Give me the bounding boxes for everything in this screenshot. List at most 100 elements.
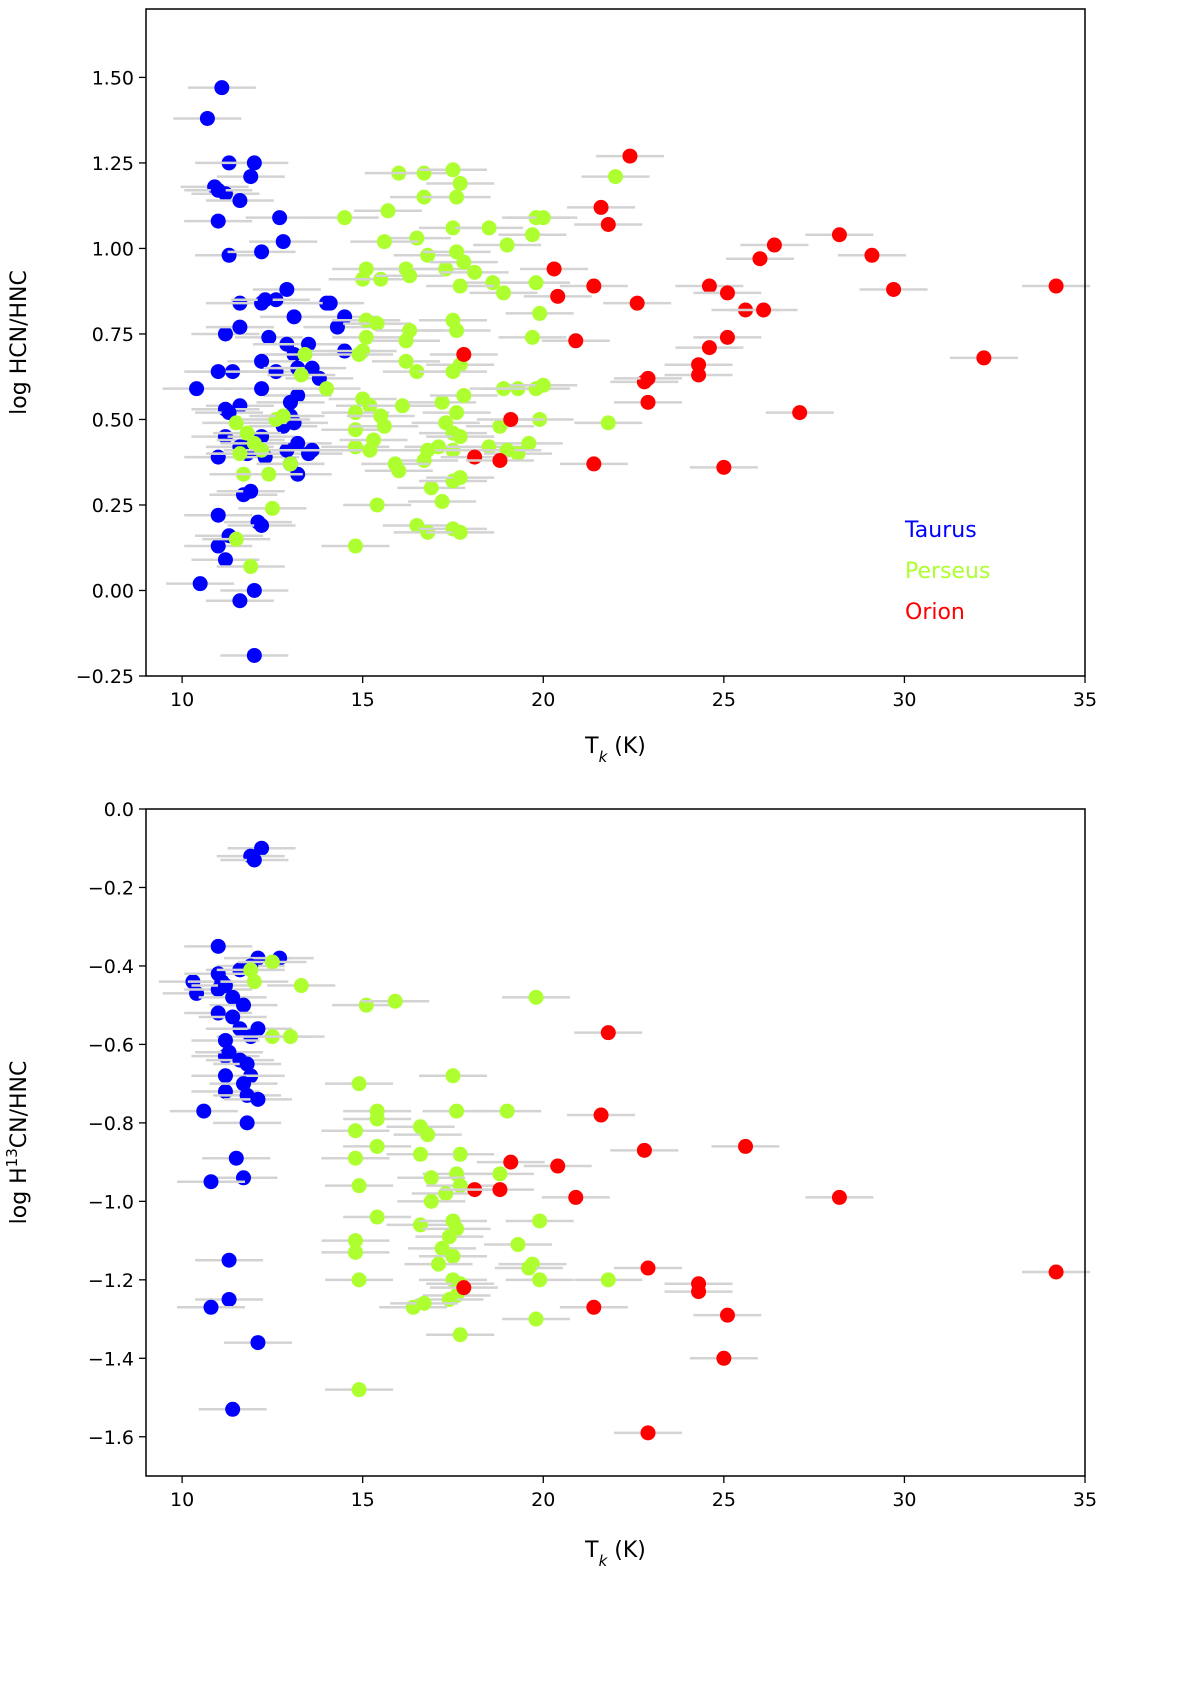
data-point	[228, 415, 244, 431]
y-tick-label: −0.25	[76, 666, 134, 688]
data-point	[254, 353, 270, 369]
y-tick-label: 0.25	[92, 495, 134, 517]
y-tick-label: −0.6	[88, 1034, 134, 1056]
y-tick-label: 1.00	[92, 238, 134, 260]
data-point	[412, 1146, 428, 1162]
data-point	[524, 227, 540, 243]
data-point	[499, 237, 515, 253]
legend-entry-perseus: Perseus	[905, 559, 990, 584]
x-tick-label: 30	[892, 1489, 916, 1511]
data-point	[369, 1111, 385, 1127]
data-point	[210, 507, 226, 523]
series-perseus	[202, 162, 650, 575]
data-point	[449, 189, 465, 205]
data-point	[485, 275, 501, 291]
data-point	[449, 405, 465, 421]
data-point	[225, 989, 241, 1005]
data-point	[232, 593, 248, 609]
data-point	[351, 1272, 367, 1288]
data-point	[210, 1005, 226, 1021]
series-taurus	[158, 840, 314, 1417]
data-point	[499, 1103, 515, 1119]
data-point	[467, 449, 483, 465]
x-tick-label: 10	[170, 1489, 194, 1511]
x-tick-label: 25	[712, 689, 736, 711]
legend-entry-taurus: Taurus	[904, 518, 977, 543]
series-orion	[429, 1025, 1091, 1441]
data-point	[376, 234, 392, 250]
data-point	[210, 364, 226, 380]
x-tick-label: 15	[351, 689, 375, 711]
data-point	[236, 1076, 252, 1092]
data-point	[272, 210, 288, 226]
data-point	[532, 1272, 548, 1288]
data-point	[297, 346, 313, 362]
data-point	[701, 340, 717, 356]
data-point	[290, 435, 306, 451]
data-point	[438, 1186, 454, 1202]
data-point	[452, 470, 468, 486]
x-tick-label: 30	[892, 689, 916, 711]
data-point	[337, 210, 353, 226]
data-point	[214, 80, 230, 96]
data-point	[423, 480, 439, 496]
data-point	[568, 333, 584, 349]
data-point	[445, 364, 461, 380]
data-point	[568, 1189, 584, 1205]
data-point	[503, 411, 519, 427]
data-point	[629, 295, 645, 311]
axes-frame	[145, 8, 1086, 677]
data-point	[593, 199, 609, 215]
data-point	[438, 261, 454, 277]
data-point	[524, 329, 540, 345]
data-point	[203, 1174, 219, 1190]
data-point	[550, 288, 566, 304]
series-perseus	[216, 954, 643, 1398]
data-point	[236, 1170, 252, 1186]
data-point	[792, 405, 808, 421]
data-point	[766, 237, 782, 253]
data-point	[203, 1299, 219, 1315]
data-point	[250, 1335, 266, 1351]
data-point	[246, 647, 262, 663]
y-tick-label: 0.0	[104, 799, 134, 821]
data-point	[521, 435, 537, 451]
data-points	[158, 840, 1091, 1441]
data-point	[347, 405, 363, 421]
chart-panel-1: 10 15 20 25 30 35 −0.25 0.00 0.25 0.50 0.75 1.00 1.2…	[7, 8, 1097, 766]
data-point	[452, 1327, 468, 1343]
data-point	[210, 449, 226, 465]
axes-frame	[145, 808, 1086, 1477]
data-point	[236, 997, 252, 1013]
data-point	[503, 1154, 519, 1170]
data-point	[528, 1311, 544, 1327]
data-point	[210, 213, 226, 229]
data-point	[394, 398, 410, 414]
x-tick-label: 15	[351, 1489, 375, 1511]
data-point	[329, 319, 345, 335]
y-tick-label: 1.25	[92, 153, 134, 175]
data-point	[387, 993, 403, 1009]
data-point	[600, 1025, 616, 1041]
data-point	[232, 319, 248, 335]
data-point	[691, 1284, 707, 1300]
data-point	[640, 394, 656, 410]
data-point	[261, 466, 277, 482]
data-point	[239, 1115, 255, 1131]
data-point	[264, 954, 280, 970]
y-axis-label: log HCN/HNC	[7, 270, 32, 415]
y-tick-label: 1.50	[92, 67, 134, 89]
data-point	[257, 292, 273, 308]
data-point	[434, 394, 450, 410]
data-point	[351, 1382, 367, 1398]
data-point	[268, 364, 284, 380]
data-point	[586, 278, 602, 294]
y-tick-label: −1.2	[88, 1270, 134, 1292]
data-point	[481, 220, 497, 236]
data-point	[373, 271, 389, 287]
data-point	[441, 1291, 457, 1307]
data-point	[546, 261, 562, 277]
data-point	[286, 309, 302, 325]
data-point	[456, 388, 472, 404]
